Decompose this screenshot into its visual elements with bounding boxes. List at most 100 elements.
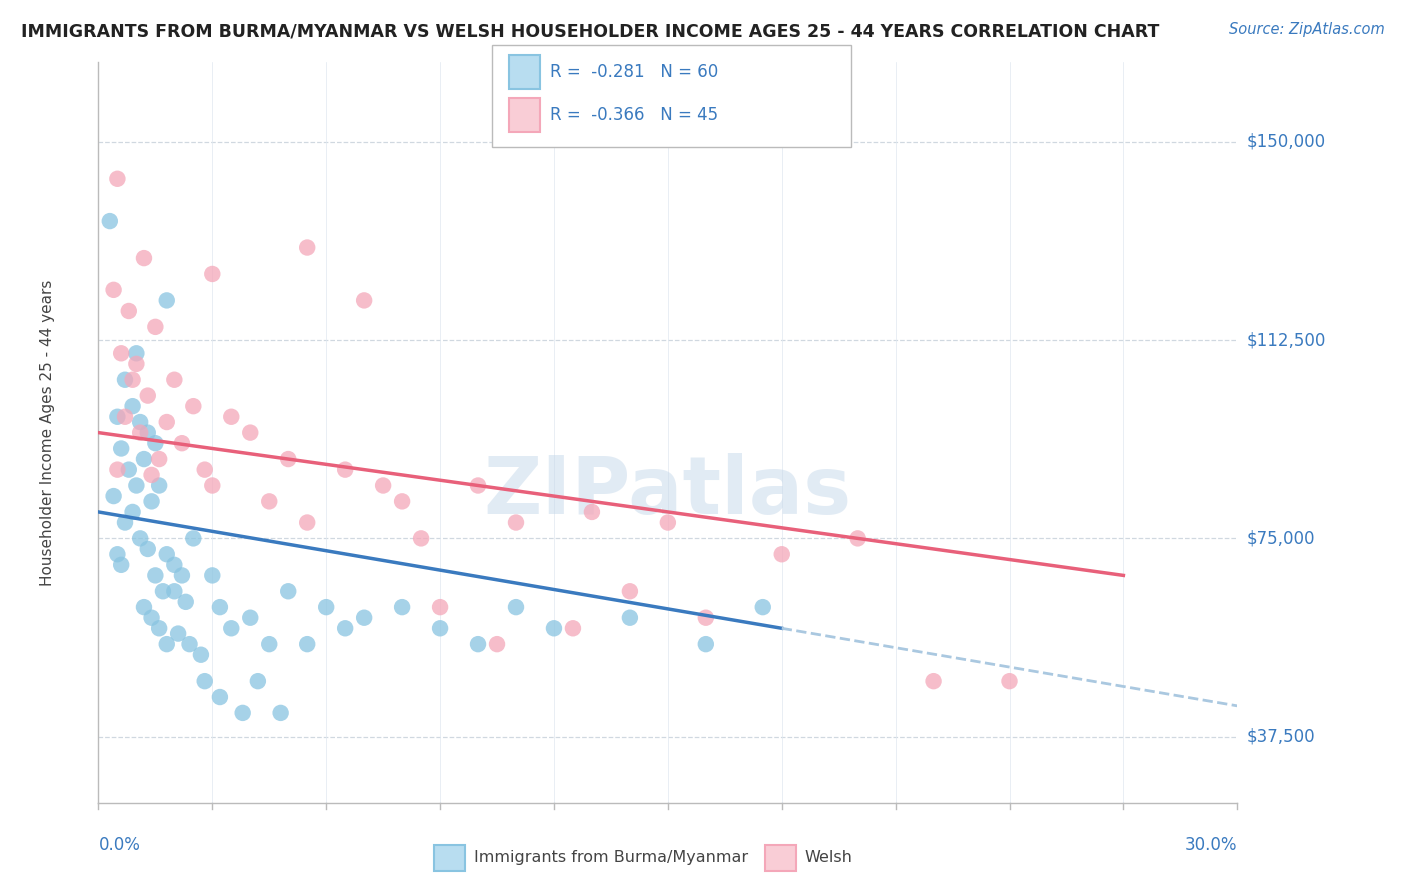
Point — [259, 637, 281, 651]
Point — [132, 452, 155, 467]
Point — [141, 611, 163, 625]
Point — [107, 409, 129, 424]
Point — [315, 600, 337, 615]
Point — [170, 436, 193, 450]
Point — [129, 425, 152, 440]
Point — [467, 637, 489, 651]
Point — [277, 584, 299, 599]
Point — [619, 584, 641, 599]
Point — [221, 409, 243, 424]
Text: 30.0%: 30.0% — [1185, 836, 1237, 855]
Text: $37,500: $37,500 — [1246, 728, 1315, 746]
Point — [998, 674, 1021, 689]
Point — [391, 600, 413, 615]
Point — [179, 637, 201, 651]
Point — [752, 600, 775, 615]
Point — [125, 357, 148, 371]
Point — [163, 373, 186, 387]
Point — [846, 532, 869, 546]
Point — [411, 532, 433, 546]
Point — [581, 505, 603, 519]
Point — [136, 425, 159, 440]
Text: Source: ZipAtlas.com: Source: ZipAtlas.com — [1229, 22, 1385, 37]
Point — [221, 621, 243, 635]
Point — [114, 373, 136, 387]
Point — [353, 611, 375, 625]
Point — [201, 568, 224, 582]
Point — [136, 389, 159, 403]
Point — [148, 478, 170, 492]
Point — [429, 600, 451, 615]
Point — [190, 648, 212, 662]
Point — [156, 547, 179, 561]
Point — [486, 637, 509, 651]
Point — [922, 674, 945, 689]
Point — [239, 425, 262, 440]
Text: $112,500: $112,500 — [1246, 331, 1326, 349]
Text: R =  -0.366   N = 45: R = -0.366 N = 45 — [550, 105, 718, 124]
Point — [141, 494, 163, 508]
Point — [107, 171, 129, 186]
Point — [297, 240, 319, 255]
Point — [156, 637, 179, 651]
Point — [110, 558, 132, 572]
Point — [121, 373, 143, 387]
Point — [270, 706, 292, 720]
Point — [259, 494, 281, 508]
Point — [353, 293, 375, 308]
Point — [695, 611, 717, 625]
Point — [695, 637, 717, 651]
Text: R =  -0.281   N = 60: R = -0.281 N = 60 — [550, 62, 718, 80]
Point — [770, 547, 793, 561]
Text: IMMIGRANTS FROM BURMA/MYANMAR VS WELSH HOUSEHOLDER INCOME AGES 25 - 44 YEARS COR: IMMIGRANTS FROM BURMA/MYANMAR VS WELSH H… — [21, 22, 1160, 40]
Point — [118, 304, 141, 318]
Point — [129, 532, 152, 546]
Point — [167, 626, 190, 640]
Point — [145, 319, 167, 334]
Text: $150,000: $150,000 — [1246, 133, 1326, 151]
Point — [201, 267, 224, 281]
Point — [121, 399, 143, 413]
Point — [132, 600, 155, 615]
Point — [103, 283, 125, 297]
Point — [129, 415, 152, 429]
Point — [194, 462, 217, 476]
Point — [335, 462, 357, 476]
Point — [136, 541, 159, 556]
Point — [657, 516, 679, 530]
Text: $75,000: $75,000 — [1246, 529, 1315, 548]
Point — [371, 478, 394, 492]
Point — [208, 690, 231, 704]
Point — [429, 621, 451, 635]
Point — [148, 621, 170, 635]
Point — [201, 478, 224, 492]
Point — [163, 558, 186, 572]
Point — [125, 346, 148, 360]
Text: Immigrants from Burma/Myanmar: Immigrants from Burma/Myanmar — [474, 850, 748, 864]
Point — [619, 611, 641, 625]
Point — [121, 505, 143, 519]
Point — [297, 637, 319, 651]
Point — [141, 467, 163, 482]
Point — [183, 399, 205, 413]
Point — [114, 516, 136, 530]
Point — [163, 584, 186, 599]
Point — [125, 478, 148, 492]
Point — [467, 478, 489, 492]
Point — [543, 621, 565, 635]
Point — [562, 621, 585, 635]
Point — [335, 621, 357, 635]
Point — [246, 674, 269, 689]
Point — [239, 611, 262, 625]
Point — [194, 674, 217, 689]
Point — [110, 442, 132, 456]
Point — [170, 568, 193, 582]
Point — [156, 293, 179, 308]
Point — [297, 516, 319, 530]
Point — [132, 251, 155, 265]
Point — [156, 415, 179, 429]
Point — [107, 462, 129, 476]
Text: 0.0%: 0.0% — [98, 836, 141, 855]
Point — [110, 346, 132, 360]
Point — [208, 600, 231, 615]
